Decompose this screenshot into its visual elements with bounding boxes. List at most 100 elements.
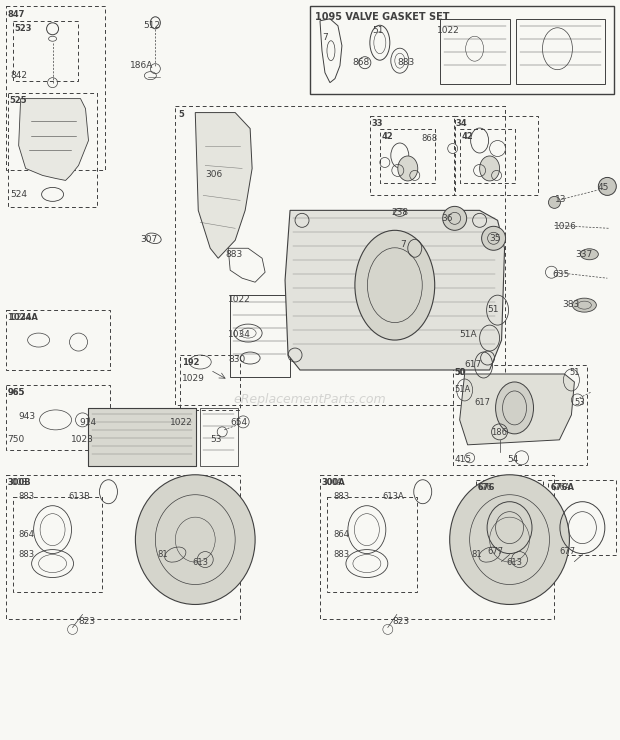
Bar (459, 129, 515, 184)
Text: 50: 50 (454, 368, 466, 377)
Text: 883: 883 (225, 250, 242, 259)
Text: 613: 613 (192, 557, 208, 567)
Text: 883: 883 (333, 491, 349, 501)
Bar (230, 295, 290, 377)
Text: 186A: 186A (130, 61, 154, 70)
Text: 613: 613 (507, 557, 523, 567)
Text: 965: 965 (7, 388, 25, 397)
Ellipse shape (572, 298, 596, 312)
Text: 1023: 1023 (71, 435, 94, 444)
Text: 1022: 1022 (436, 26, 459, 35)
Text: 750: 750 (7, 435, 25, 444)
Text: 192: 192 (182, 358, 200, 367)
Text: 7: 7 (400, 240, 405, 249)
Bar (549, 480, 616, 554)
Text: 830: 830 (228, 355, 246, 364)
Bar (454, 115, 539, 195)
Bar (327, 497, 417, 591)
Text: 914: 914 (79, 418, 97, 427)
Text: 525: 525 (10, 95, 27, 104)
Text: 868: 868 (352, 58, 369, 67)
Bar (320, 475, 554, 619)
Text: 943: 943 (19, 412, 36, 421)
Text: 676: 676 (477, 482, 495, 492)
Polygon shape (19, 98, 89, 181)
Text: 617: 617 (464, 360, 482, 369)
Text: 883: 883 (19, 491, 35, 501)
Text: 1095 VALVE GASKET SET: 1095 VALVE GASKET SET (315, 12, 450, 21)
Text: 53: 53 (210, 435, 222, 444)
Text: 1022: 1022 (228, 295, 251, 304)
Text: 883: 883 (398, 58, 415, 67)
Text: 883: 883 (19, 550, 35, 559)
Text: 415: 415 (454, 455, 472, 464)
Text: 617: 617 (475, 398, 490, 407)
Text: 1026: 1026 (554, 222, 577, 232)
Bar (6, 385, 110, 450)
Text: 51A: 51A (459, 330, 477, 339)
Text: 676: 676 (477, 482, 492, 492)
Bar (12, 497, 102, 591)
Bar (516, 18, 605, 84)
Text: 883: 883 (333, 550, 349, 559)
Bar (440, 18, 510, 84)
Ellipse shape (398, 156, 418, 181)
Bar (476, 480, 544, 554)
Text: 1022: 1022 (170, 418, 193, 427)
Text: 965: 965 (7, 388, 25, 397)
Text: 81: 81 (472, 550, 482, 559)
Text: 864: 864 (333, 530, 349, 539)
Text: 7: 7 (322, 33, 328, 41)
Text: 45: 45 (597, 184, 609, 192)
Text: 34: 34 (456, 118, 467, 127)
Text: 613A: 613A (383, 491, 405, 501)
Text: 13: 13 (556, 195, 567, 204)
Text: 51: 51 (487, 305, 499, 314)
Text: 51A: 51A (454, 385, 471, 394)
Text: 676A: 676A (551, 482, 570, 492)
Bar (12, 21, 78, 81)
Text: 1024A: 1024A (7, 313, 32, 322)
Text: 654: 654 (230, 418, 247, 427)
Text: 36: 36 (441, 215, 453, 223)
Text: 613B: 613B (69, 491, 91, 501)
Text: 54: 54 (508, 455, 519, 464)
Text: 676A: 676A (551, 482, 575, 492)
Text: 42: 42 (382, 132, 394, 141)
Bar (200, 408, 238, 465)
Text: 307: 307 (140, 235, 157, 244)
Polygon shape (459, 374, 574, 445)
Bar (89, 408, 197, 465)
Ellipse shape (580, 249, 598, 260)
Bar (7, 92, 97, 207)
Text: 42: 42 (462, 132, 474, 141)
Text: 1034: 1034 (228, 330, 251, 339)
Text: 186: 186 (490, 428, 507, 437)
Text: 300B: 300B (7, 478, 31, 487)
Text: 5: 5 (179, 110, 184, 118)
Text: 1029: 1029 (182, 374, 205, 383)
Bar (310, 6, 614, 94)
Text: 300A: 300A (322, 478, 346, 487)
Text: 823: 823 (393, 617, 410, 627)
Circle shape (549, 196, 560, 209)
Text: 51: 51 (372, 26, 383, 35)
Text: 842: 842 (11, 71, 28, 80)
Text: 868: 868 (422, 133, 438, 143)
Text: 33: 33 (372, 118, 383, 127)
Circle shape (482, 226, 505, 250)
Text: eReplacementParts.com: eReplacementParts.com (234, 394, 386, 406)
Text: 35: 35 (490, 235, 501, 243)
Text: 50: 50 (454, 368, 465, 377)
Text: 51: 51 (569, 368, 580, 377)
Text: 300A: 300A (322, 478, 342, 487)
Bar (380, 129, 435, 184)
Text: 1024A: 1024A (7, 313, 38, 322)
Text: 383: 383 (562, 300, 580, 309)
Text: 524: 524 (11, 190, 28, 199)
Bar (180, 355, 240, 410)
Bar (6, 6, 105, 170)
Text: 337: 337 (575, 250, 593, 259)
Text: 635: 635 (552, 270, 570, 279)
Text: 523: 523 (15, 24, 32, 33)
